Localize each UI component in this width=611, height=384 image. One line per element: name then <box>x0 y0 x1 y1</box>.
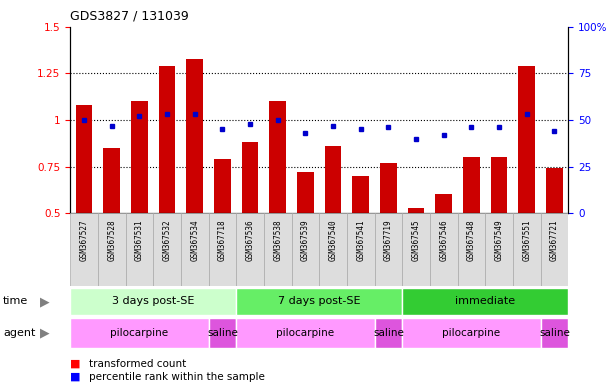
Bar <box>402 288 568 315</box>
Bar <box>353 176 369 213</box>
Text: saline: saline <box>539 328 570 338</box>
Text: GSM367545: GSM367545 <box>412 219 420 261</box>
Bar <box>236 288 402 315</box>
Text: GSM367538: GSM367538 <box>273 219 282 261</box>
Bar <box>208 213 236 286</box>
Text: saline: saline <box>207 328 238 338</box>
Bar <box>546 169 563 213</box>
Bar <box>402 318 541 348</box>
Bar <box>297 172 313 213</box>
Text: pilocarpine: pilocarpine <box>442 328 500 338</box>
Text: ■: ■ <box>70 359 81 369</box>
Bar <box>463 157 480 213</box>
Bar <box>181 213 208 286</box>
Text: GSM367531: GSM367531 <box>135 219 144 261</box>
Text: GSM367718: GSM367718 <box>218 219 227 261</box>
Text: percentile rank within the sample: percentile rank within the sample <box>89 372 265 382</box>
Bar <box>347 213 375 286</box>
Bar <box>153 213 181 286</box>
Text: pilocarpine: pilocarpine <box>276 328 334 338</box>
Text: pilocarpine: pilocarpine <box>111 328 169 338</box>
Bar <box>408 207 425 213</box>
Bar <box>126 213 153 286</box>
Bar <box>375 318 402 348</box>
Text: GSM367721: GSM367721 <box>550 219 559 261</box>
Bar <box>70 213 98 286</box>
Text: GSM367536: GSM367536 <box>246 219 255 261</box>
Text: GSM367528: GSM367528 <box>108 219 116 261</box>
Bar <box>380 163 397 213</box>
Bar <box>242 142 258 213</box>
Bar <box>269 101 286 213</box>
Text: GSM367534: GSM367534 <box>190 219 199 261</box>
Bar <box>491 157 507 213</box>
Bar <box>70 318 208 348</box>
Bar <box>541 213 568 286</box>
Text: agent: agent <box>3 328 35 338</box>
Text: GSM367551: GSM367551 <box>522 219 531 261</box>
Text: GSM367549: GSM367549 <box>494 219 503 261</box>
Bar <box>458 213 485 286</box>
Bar <box>214 159 231 213</box>
Text: GSM367540: GSM367540 <box>329 219 338 261</box>
Bar <box>98 213 126 286</box>
Text: 7 days post-SE: 7 days post-SE <box>278 296 360 306</box>
Bar <box>513 213 541 286</box>
Text: saline: saline <box>373 328 404 338</box>
Text: ■: ■ <box>70 372 81 382</box>
Text: GSM367548: GSM367548 <box>467 219 476 261</box>
Bar <box>236 318 375 348</box>
Bar <box>186 58 203 213</box>
Bar <box>159 66 175 213</box>
Bar <box>70 288 236 315</box>
Bar <box>131 101 148 213</box>
Text: GSM367527: GSM367527 <box>79 219 89 261</box>
Bar <box>325 146 342 213</box>
Text: ▶: ▶ <box>40 295 49 308</box>
Bar <box>485 213 513 286</box>
Text: GDS3827 / 131039: GDS3827 / 131039 <box>70 10 189 23</box>
Bar <box>76 105 92 213</box>
Text: GSM367546: GSM367546 <box>439 219 448 261</box>
Bar <box>541 318 568 348</box>
Bar <box>436 195 452 213</box>
Bar <box>208 318 236 348</box>
Bar <box>236 213 264 286</box>
Text: 3 days post-SE: 3 days post-SE <box>112 296 194 306</box>
Bar <box>320 213 347 286</box>
Text: ▶: ▶ <box>40 327 49 339</box>
Text: transformed count: transformed count <box>89 359 186 369</box>
Bar <box>518 66 535 213</box>
Bar <box>103 148 120 213</box>
Text: GSM367532: GSM367532 <box>163 219 172 261</box>
Bar <box>375 213 402 286</box>
Text: time: time <box>3 296 28 306</box>
Text: GSM367541: GSM367541 <box>356 219 365 261</box>
Text: GSM367719: GSM367719 <box>384 219 393 261</box>
Bar <box>264 213 291 286</box>
Text: immediate: immediate <box>455 296 515 306</box>
Text: GSM367539: GSM367539 <box>301 219 310 261</box>
Bar <box>291 213 320 286</box>
Bar <box>430 213 458 286</box>
Bar <box>402 213 430 286</box>
